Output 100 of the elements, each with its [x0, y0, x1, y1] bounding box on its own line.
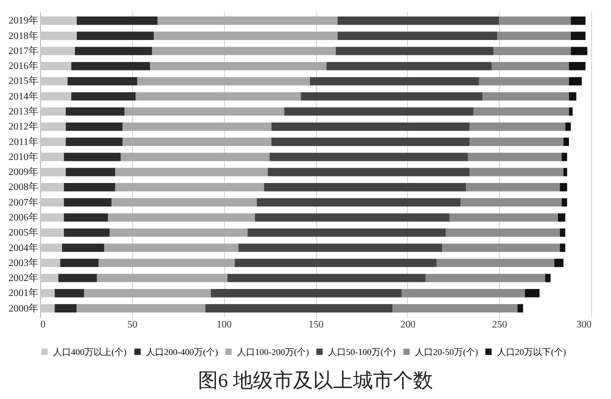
bar — [570, 16, 586, 25]
bar — [136, 92, 301, 101]
bar — [478, 77, 569, 86]
bar — [152, 46, 336, 56]
bar — [205, 304, 393, 312]
bar — [499, 16, 571, 25]
bar — [66, 168, 116, 176]
bar — [234, 258, 437, 268]
bar — [58, 274, 97, 282]
bar — [64, 213, 108, 222]
bar — [158, 16, 338, 25]
bar — [254, 213, 450, 222]
y-tick-label: 2010年 — [8, 150, 38, 163]
bar — [436, 258, 554, 268]
x-tick-label: 50 — [127, 320, 138, 330]
bar — [466, 183, 560, 192]
legend-label: 人口50-100万(个) — [328, 346, 396, 357]
bar — [71, 92, 136, 101]
legend-label: 人口20-50万(个) — [415, 346, 478, 357]
bar — [300, 92, 483, 101]
bar — [238, 244, 442, 252]
bar — [115, 183, 264, 192]
bar — [565, 122, 571, 131]
bar — [40, 168, 66, 176]
bar — [568, 62, 586, 70]
bar — [74, 46, 152, 56]
legend-label: 人口200-400万(个) — [146, 346, 218, 357]
bar — [402, 289, 525, 298]
bar — [310, 77, 479, 86]
bar — [40, 16, 77, 25]
bar — [40, 77, 68, 86]
bar — [64, 228, 110, 237]
bar — [210, 289, 402, 298]
bar — [68, 77, 138, 86]
bar — [326, 62, 492, 70]
bar — [460, 198, 562, 207]
bar — [40, 32, 77, 40]
bar — [271, 138, 470, 146]
y-tick-label: 2012年 — [8, 120, 38, 133]
bar — [270, 152, 468, 162]
bar — [60, 258, 99, 268]
bar — [40, 62, 72, 70]
bar — [122, 122, 272, 131]
y-tick-label: 2019年 — [8, 14, 38, 27]
bar — [40, 289, 55, 298]
bar — [450, 213, 558, 222]
bar — [560, 183, 568, 192]
bar — [98, 258, 235, 268]
bar — [568, 77, 582, 86]
bar — [62, 244, 104, 252]
bar — [568, 92, 576, 101]
bar — [96, 274, 228, 282]
bar — [568, 107, 573, 116]
y-tick-label: 2006年 — [8, 211, 38, 224]
y-tick-label: 2016年 — [8, 60, 38, 72]
bar — [40, 213, 64, 222]
y-tick-label: 2017年 — [8, 44, 38, 57]
bar — [470, 168, 564, 176]
y-tick-label: 2005年 — [8, 226, 38, 239]
bar — [66, 107, 124, 116]
bar — [560, 228, 566, 237]
bar — [336, 46, 494, 56]
bar — [40, 304, 55, 312]
bar — [497, 32, 571, 40]
bar — [108, 213, 255, 222]
bar — [76, 16, 158, 25]
bar — [40, 92, 72, 101]
bar — [562, 198, 568, 207]
bar — [256, 198, 461, 207]
bar — [40, 198, 64, 207]
bar — [40, 46, 75, 56]
bar — [524, 289, 540, 298]
bar — [560, 244, 566, 252]
bar — [562, 152, 568, 162]
y-tick-label: 2008年 — [8, 181, 38, 194]
y-tick-label: 2015年 — [8, 75, 38, 88]
bar — [563, 168, 568, 176]
bar — [248, 228, 446, 237]
bar — [84, 289, 211, 298]
bar — [154, 32, 338, 40]
bar — [115, 168, 268, 176]
x-tick-label: 150 — [308, 320, 324, 330]
bar — [40, 107, 66, 116]
bar — [473, 107, 569, 116]
bar — [518, 304, 524, 312]
bar — [64, 152, 121, 162]
y-tick-label: 2014年 — [8, 90, 38, 102]
bar — [482, 92, 569, 101]
y-tick-label: 2007年 — [8, 196, 38, 208]
bar — [492, 62, 569, 70]
x-tick-label: 200 — [400, 320, 416, 330]
bar — [120, 152, 270, 162]
bar — [40, 258, 60, 268]
y-tick-label: 2003年 — [8, 256, 38, 269]
bar — [112, 198, 257, 207]
bar — [66, 122, 123, 131]
bar — [40, 183, 64, 192]
bar — [426, 274, 546, 282]
bar — [227, 274, 426, 282]
bar — [150, 62, 327, 70]
